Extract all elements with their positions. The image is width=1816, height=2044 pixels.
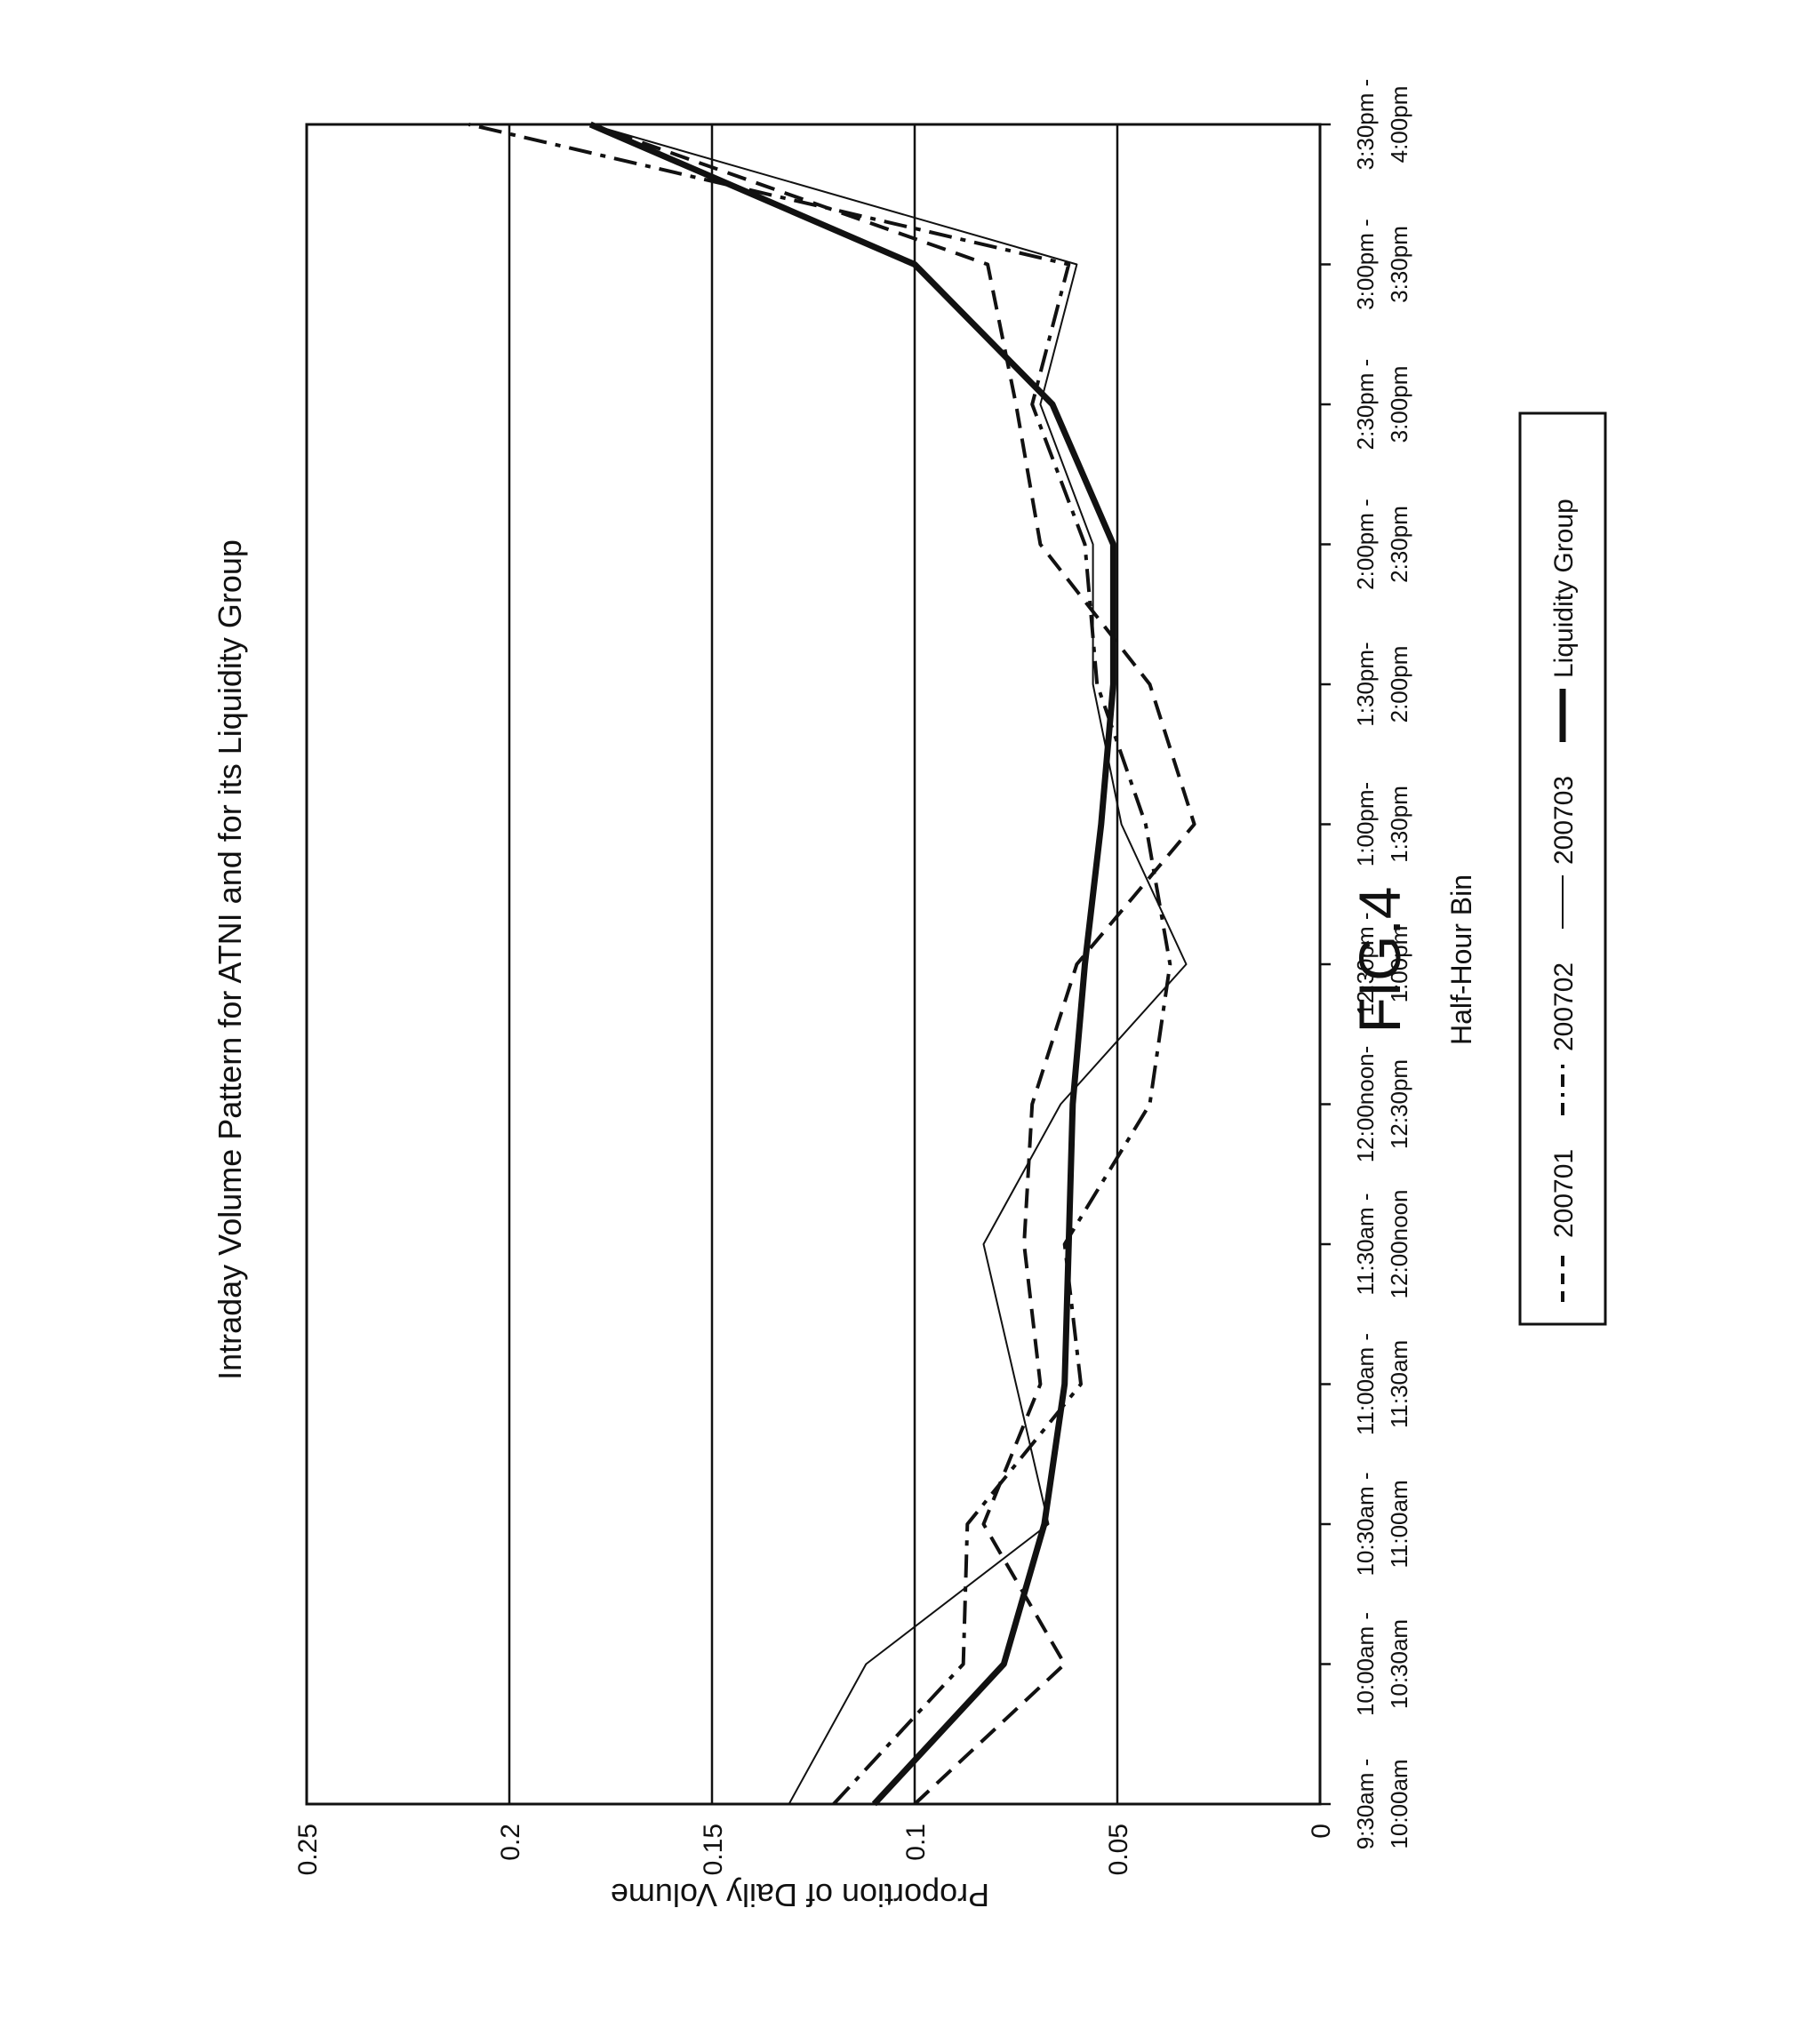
x-tick-label: 2:00pm xyxy=(1386,646,1412,723)
x-tick-label: 11:00am - xyxy=(1352,1333,1379,1435)
legend-label-liquidity-group: Liquidity Group xyxy=(1549,499,1579,678)
legend-label-200702: 200702 xyxy=(1549,962,1579,1051)
x-tick-label: 1:30pm- xyxy=(1352,642,1379,726)
x-tick-label: 12:30pm xyxy=(1386,1059,1412,1149)
x-tick-label: 10:00am - xyxy=(1352,1612,1379,1716)
x-tick-label: 11:30am - xyxy=(1352,1193,1379,1295)
x-tick-label: 2:30pm - xyxy=(1352,359,1379,451)
legend: 200701 200702 200703 Liquidity Group xyxy=(1520,413,1605,1324)
series-line-200703 xyxy=(590,124,1186,1804)
legend-label-200703: 200703 xyxy=(1549,776,1579,865)
y-tick-label: 0.1 xyxy=(901,1824,931,1861)
y-tick-label: 0.05 xyxy=(1104,1824,1133,1875)
x-tick-label: 10:30am xyxy=(1386,1619,1412,1709)
x-tick-label: 4:00pm xyxy=(1386,86,1412,164)
x-axis-ticks xyxy=(1320,124,1331,1804)
x-tick-label: 12:00noon xyxy=(1386,1190,1412,1299)
x-tick-label: 11:30am xyxy=(1386,1340,1412,1428)
x-tick-label: 2:00pm - xyxy=(1352,499,1379,590)
x-tick-label: 3:30pm - xyxy=(1352,79,1379,171)
chart-title: Intraday Volume Pattern for ATNI and for… xyxy=(212,539,248,1380)
x-tick-label: 11:00am xyxy=(1386,1480,1412,1568)
series-line-200701 xyxy=(590,124,1194,1804)
x-tick-label: 10:30am - xyxy=(1352,1472,1379,1576)
y-tick-label: 0.15 xyxy=(699,1824,728,1875)
x-tick-label: 12:00noon- xyxy=(1352,1046,1379,1163)
x-tick-label: 10:00am xyxy=(1386,1759,1412,1848)
legend-label-200701: 200701 xyxy=(1549,1149,1579,1238)
x-tick-label: 1:00pm- xyxy=(1352,782,1379,866)
plot-frame xyxy=(307,124,1320,1804)
x-tick-label: 3:00pm xyxy=(1386,366,1412,443)
y-axis-tick-labels: 0 0.05 0.1 0.15 0.2 0.25 xyxy=(293,1824,1336,1875)
x-tick-label: 1:30pm xyxy=(1386,786,1412,863)
series-layer xyxy=(468,124,1194,1804)
x-axis-label: Half-Hour Bin xyxy=(1445,874,1477,1045)
x-tick-label: 2:30pm xyxy=(1386,506,1412,583)
series-line-200702 xyxy=(468,124,1170,1804)
y-axis-label: Proportion of Daily Volume xyxy=(611,1877,989,1913)
y-tick-label: 0.25 xyxy=(293,1824,323,1875)
x-tick-label: 3:00pm - xyxy=(1352,219,1379,310)
x-tick-label: 3:30pm xyxy=(1386,226,1412,303)
series-line-liquidity-group xyxy=(590,124,1113,1804)
y-tick-label: 0.2 xyxy=(496,1824,525,1861)
y-tick-label: 0 xyxy=(1307,1824,1336,1839)
figure-label: FIG.4 xyxy=(1347,886,1412,1033)
x-tick-label: 9:30am - xyxy=(1352,1759,1379,1850)
